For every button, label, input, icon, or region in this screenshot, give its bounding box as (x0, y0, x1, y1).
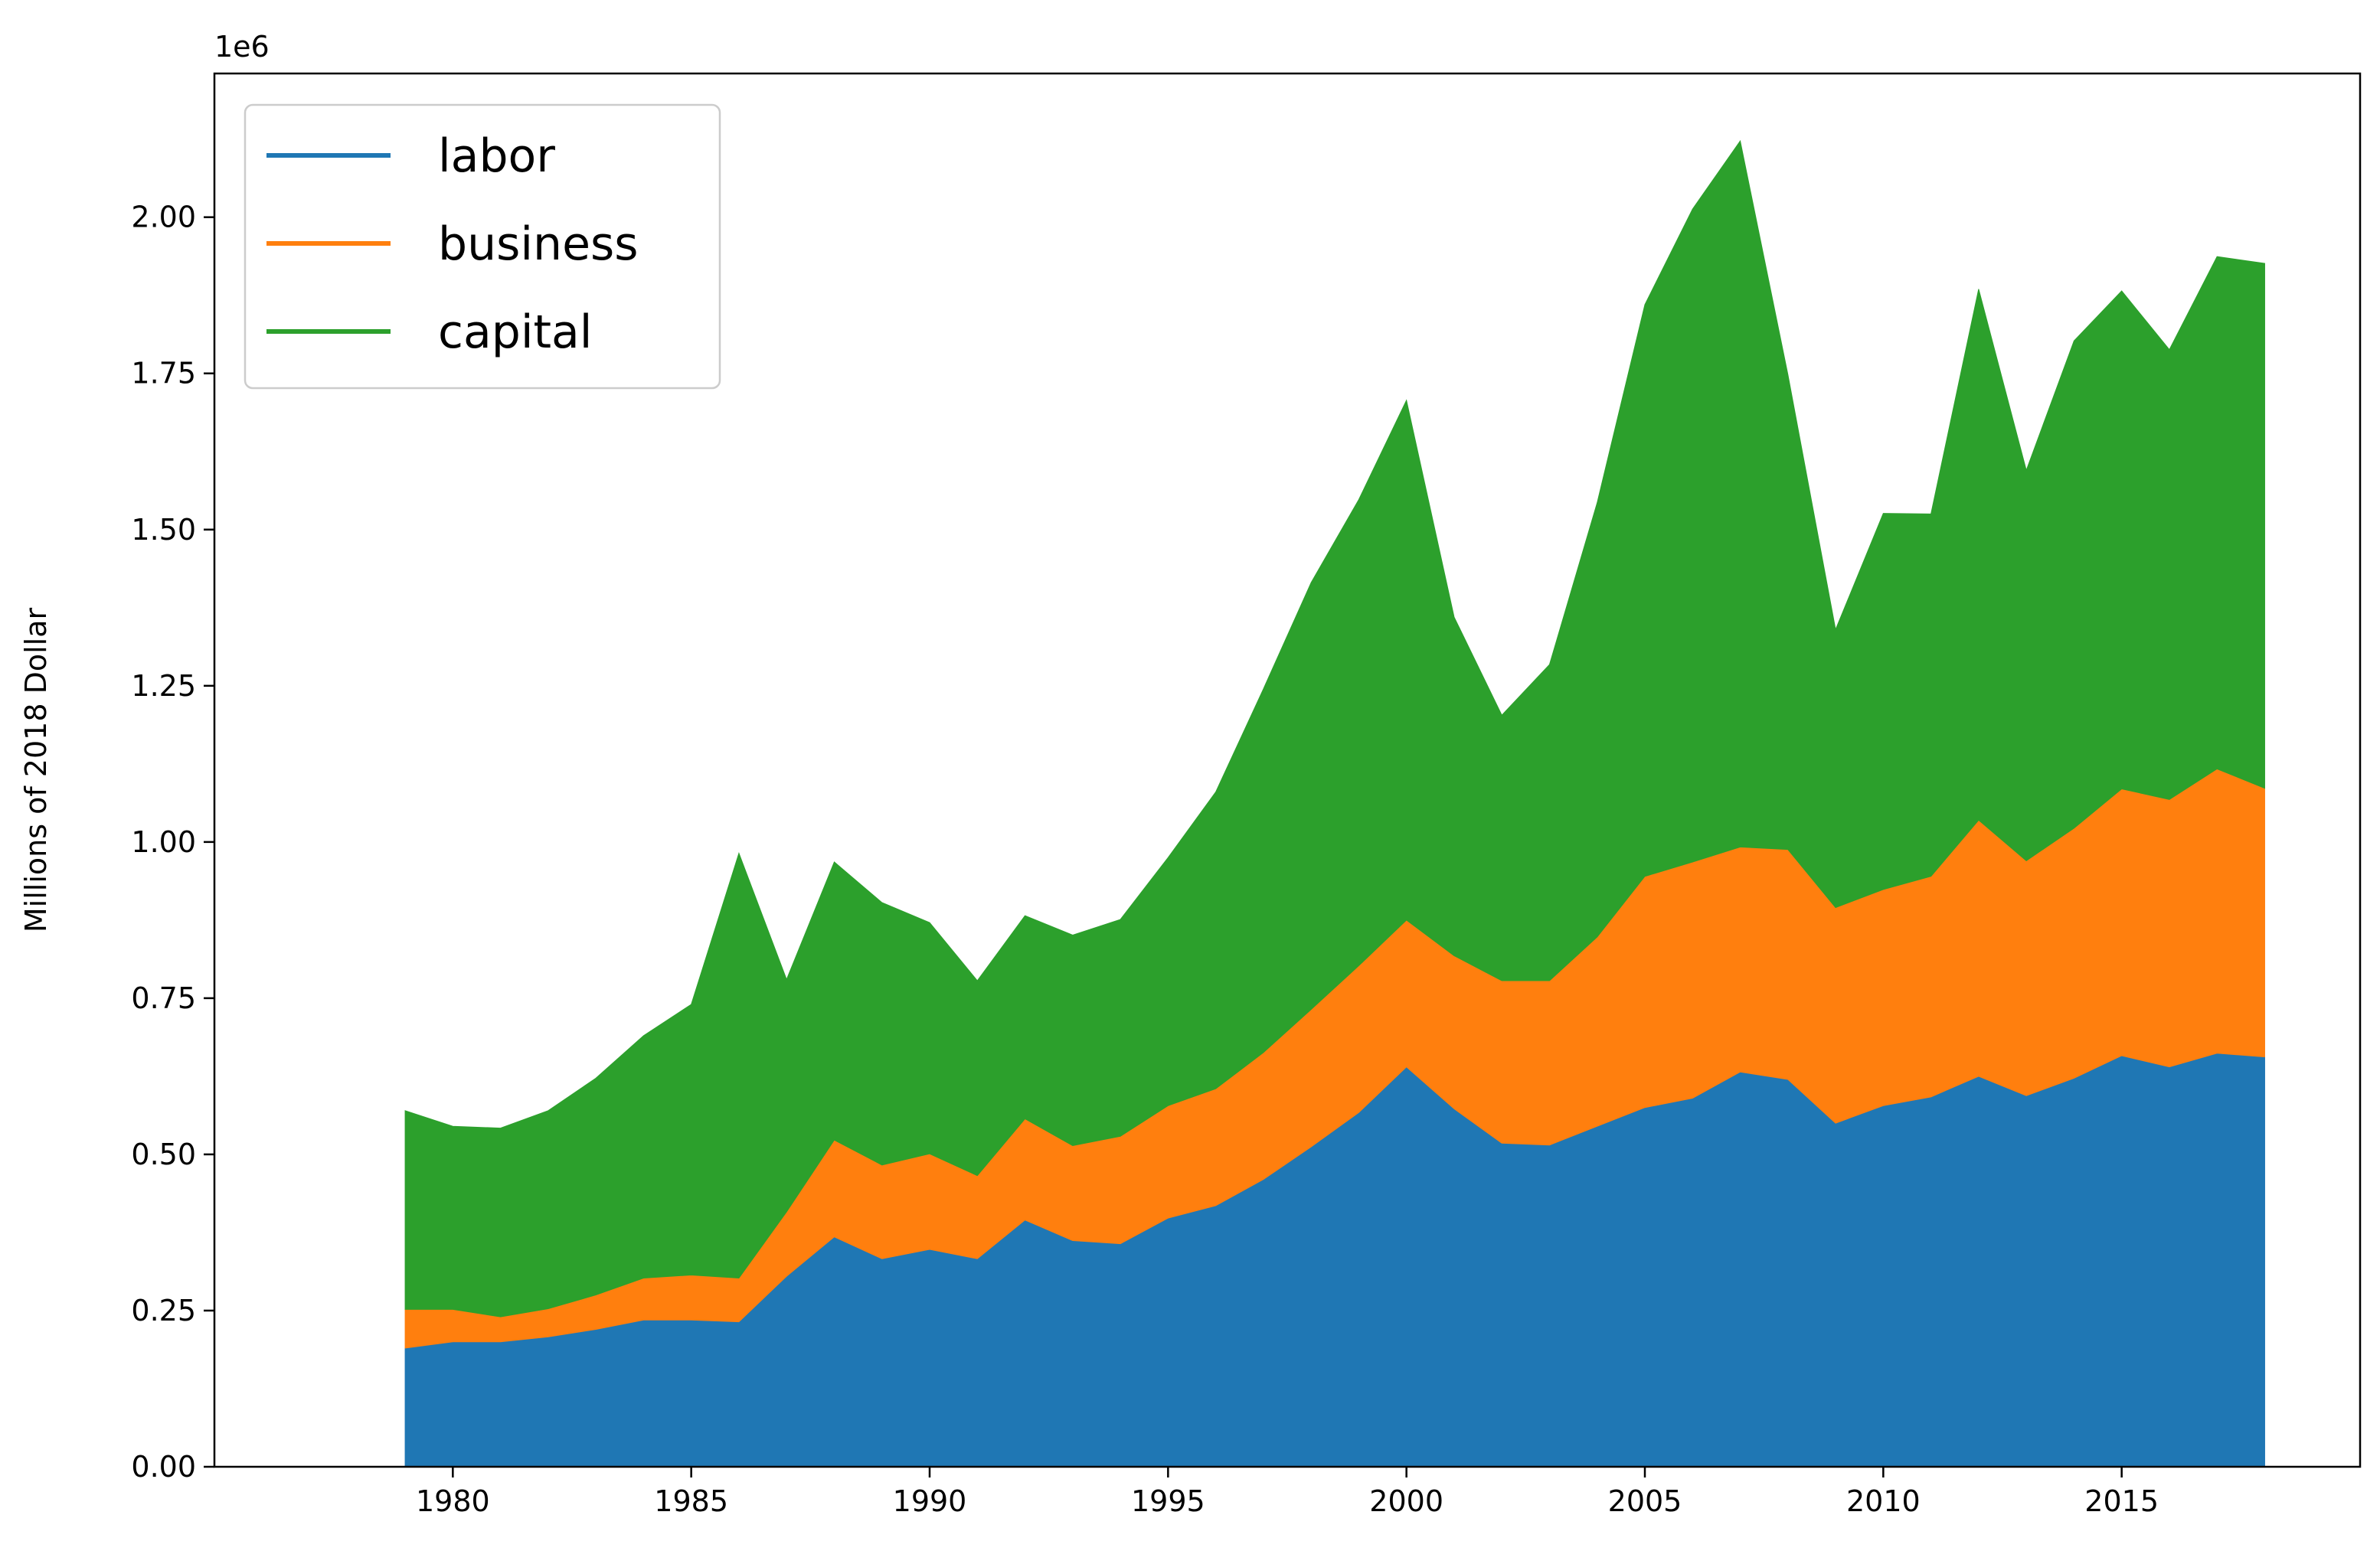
x-tick-label: 2000 (1369, 1484, 1443, 1518)
y-tick-label: 2.00 (131, 201, 196, 234)
y-offset-text: 1e6 (214, 30, 270, 64)
x-tick-label: 1980 (416, 1484, 490, 1518)
x-tick-label: 2010 (1846, 1484, 1921, 1518)
x-tick-label: 2015 (2084, 1484, 2159, 1518)
y-axis-label: Millions of 2018 Dollar (19, 608, 53, 933)
y-tick-label: 1.25 (131, 669, 196, 703)
x-axis: 1980 1985 1990 1995 2000 2005 2010 2015 (416, 1467, 2159, 1518)
y-tick-label: 1.50 (131, 513, 196, 547)
x-tick-label: 1985 (654, 1484, 728, 1518)
legend: labor business capital (244, 103, 721, 390)
legend-label-labor: labor (438, 129, 555, 183)
y-tick-label: 0.25 (131, 1294, 196, 1327)
area-capital (404, 139, 2265, 1317)
legend-label-business: business (438, 217, 639, 271)
x-tick-label: 2005 (1608, 1484, 1682, 1518)
y-tick-label: 0.00 (131, 1450, 196, 1484)
plot-frame (213, 72, 2362, 1468)
x-tick-label: 1995 (1131, 1484, 1205, 1518)
y-axis: 0.00 0.25 0.50 0.75 1.00 1.25 1.50 1.75 2.00 (131, 201, 214, 1484)
legend-box (244, 103, 721, 390)
y-tick-label: 0.50 (131, 1138, 196, 1171)
y-tick-label: 1.00 (131, 825, 196, 859)
y-tick-label: 1.75 (131, 357, 196, 390)
y-tick-label: 0.75 (131, 981, 196, 1015)
x-tick-label: 1990 (893, 1484, 967, 1518)
legend-label-capital: capital (438, 305, 592, 359)
area-layer (404, 139, 2265, 1468)
